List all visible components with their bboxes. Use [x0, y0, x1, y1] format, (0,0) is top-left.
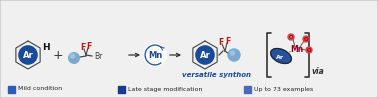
- Text: H: H: [42, 43, 50, 52]
- Text: Up to 73 examples: Up to 73 examples: [254, 87, 313, 92]
- Text: Mn: Mn: [148, 50, 162, 59]
- Text: F: F: [225, 36, 231, 45]
- Bar: [244, 85, 251, 93]
- Text: F: F: [87, 41, 91, 50]
- Text: versatile synthon: versatile synthon: [183, 72, 251, 78]
- Circle shape: [231, 51, 234, 55]
- Text: Late stage modification: Late stage modification: [128, 87, 202, 92]
- Ellipse shape: [271, 49, 291, 64]
- Text: via: via: [312, 68, 325, 77]
- Bar: [8, 85, 15, 93]
- Circle shape: [68, 52, 80, 64]
- Text: F: F: [81, 43, 86, 52]
- Text: +: +: [53, 49, 63, 62]
- Text: F: F: [218, 38, 224, 46]
- Circle shape: [196, 46, 214, 64]
- Text: o: o: [290, 34, 293, 39]
- Text: Mild condition: Mild condition: [18, 87, 62, 92]
- Text: Ar: Ar: [276, 54, 284, 59]
- Text: Mn: Mn: [290, 44, 304, 54]
- Circle shape: [144, 44, 166, 66]
- Text: Ar: Ar: [200, 50, 211, 59]
- Text: O: O: [289, 34, 293, 39]
- Circle shape: [71, 54, 74, 58]
- Circle shape: [303, 36, 309, 42]
- Circle shape: [288, 34, 294, 40]
- Text: O: O: [304, 36, 308, 41]
- Circle shape: [228, 49, 240, 61]
- Bar: [118, 85, 125, 93]
- Circle shape: [306, 47, 312, 53]
- Circle shape: [19, 46, 37, 64]
- Text: Br: Br: [94, 52, 102, 60]
- Text: O: O: [307, 48, 311, 53]
- Text: Ar: Ar: [23, 50, 33, 59]
